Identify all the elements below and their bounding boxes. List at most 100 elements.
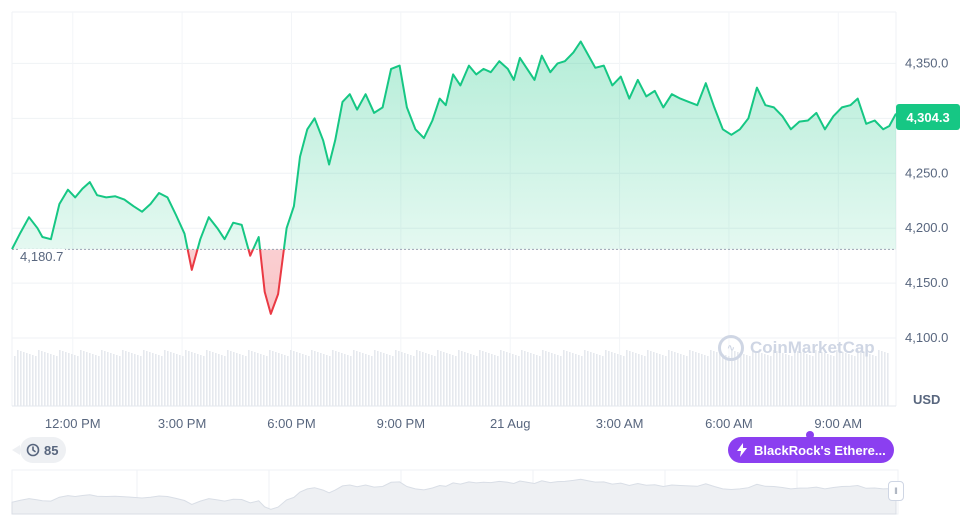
volume-bar — [575, 354, 577, 406]
volume-bar — [599, 355, 601, 406]
volume-bar — [191, 352, 193, 406]
volume-bar — [239, 354, 241, 406]
volume-bar — [440, 351, 442, 406]
volume-bar — [422, 352, 424, 406]
volume-bar — [614, 353, 616, 406]
volume-bar — [371, 356, 373, 406]
volume-bar — [140, 356, 142, 406]
volume-bar — [662, 355, 664, 406]
volume-bar — [641, 355, 643, 406]
volume-bar — [875, 356, 877, 406]
volume-bar — [833, 356, 835, 406]
volume-bar — [443, 352, 445, 406]
volume-bar — [392, 356, 394, 406]
volume-bar — [512, 354, 514, 406]
volume-bar — [638, 354, 640, 406]
volume-bar — [653, 352, 655, 406]
volume-bar — [65, 352, 67, 406]
volume-bar — [485, 352, 487, 406]
volume-bar — [350, 356, 352, 406]
volume-bar — [698, 353, 700, 406]
y-tick-label: 4,150.0 — [905, 275, 948, 290]
volume-bar — [122, 350, 124, 406]
volume-bar — [869, 354, 871, 406]
volume-bar — [224, 356, 226, 406]
volume-bar — [623, 356, 625, 406]
volume-bar — [449, 354, 451, 406]
volume-bar — [761, 353, 763, 406]
volume-bar — [275, 352, 277, 406]
volume-bar — [704, 355, 706, 406]
volume-bar — [38, 350, 40, 406]
volume-bar — [881, 351, 883, 406]
volume-bar — [845, 353, 847, 406]
volume-bar — [407, 354, 409, 406]
volume-bar — [536, 355, 538, 406]
volume-bar — [602, 356, 604, 406]
volume-bar — [551, 353, 553, 406]
volume-bar — [659, 354, 661, 406]
volume-bar — [107, 352, 109, 406]
volume-bar — [398, 351, 400, 406]
volume-bar — [365, 354, 367, 406]
volume-bar — [389, 355, 391, 406]
volume-bar — [206, 350, 208, 406]
navigator-handle[interactable]: ‖ — [888, 481, 904, 501]
volume-bar — [299, 353, 301, 406]
volume-bar — [149, 352, 151, 406]
volume-bar — [236, 353, 238, 406]
history-icon — [26, 443, 40, 457]
volume-bar — [227, 350, 229, 406]
volume-bar — [725, 355, 727, 406]
volume-bar — [146, 351, 148, 406]
volume-bar — [131, 353, 133, 406]
volume-bar — [86, 352, 88, 406]
volume-bar — [545, 351, 547, 406]
volume-bar — [134, 354, 136, 406]
volume-bar — [572, 353, 574, 406]
volume-bar — [542, 350, 544, 406]
volume-bar — [668, 350, 670, 406]
volume-bar — [425, 353, 427, 406]
volume-bar — [815, 350, 817, 406]
x-tick-label: 3:00 PM — [158, 416, 206, 431]
volume-bar — [278, 353, 280, 406]
volume-bars — [14, 350, 889, 406]
volume-bar — [566, 351, 568, 406]
volume-bar — [251, 351, 253, 406]
watermark-text: CoinMarketCap — [750, 338, 875, 357]
volume-bar — [44, 352, 46, 406]
volume-bar — [788, 355, 790, 406]
volume-bar — [56, 356, 58, 406]
volume-bar — [116, 355, 118, 406]
volume-bar — [287, 356, 289, 406]
volume-bar — [467, 353, 469, 406]
volume-bar — [368, 355, 370, 406]
navigator[interactable] — [11, 469, 899, 515]
x-tick-label: 6:00 AM — [705, 416, 753, 431]
volume-bar — [812, 356, 814, 406]
volume-bar — [353, 350, 355, 406]
events-button[interactable]: 85 — [11, 437, 67, 463]
volume-bar — [527, 352, 529, 406]
volume-bar — [587, 351, 589, 406]
volume-bar — [656, 353, 658, 406]
volume-bar — [782, 353, 784, 406]
y-tick-label: 4,200.0 — [905, 220, 948, 235]
x-tick-label: 6:00 PM — [267, 416, 315, 431]
volume-bar — [683, 355, 685, 406]
volume-bar — [215, 353, 217, 406]
volume-bar — [125, 351, 127, 406]
volume-bar — [806, 354, 808, 406]
news-event-pill[interactable]: BlackRock's Ethere... — [728, 431, 894, 463]
volume-bar — [734, 351, 736, 406]
chart-lines — [11, 40, 897, 315]
volume-bar — [710, 350, 712, 406]
volume-bar — [596, 354, 598, 406]
volume-bar — [848, 354, 850, 406]
volume-bar — [779, 352, 781, 406]
volume-bar — [482, 351, 484, 406]
volume-bar — [497, 356, 499, 406]
volume-bar — [743, 354, 745, 406]
